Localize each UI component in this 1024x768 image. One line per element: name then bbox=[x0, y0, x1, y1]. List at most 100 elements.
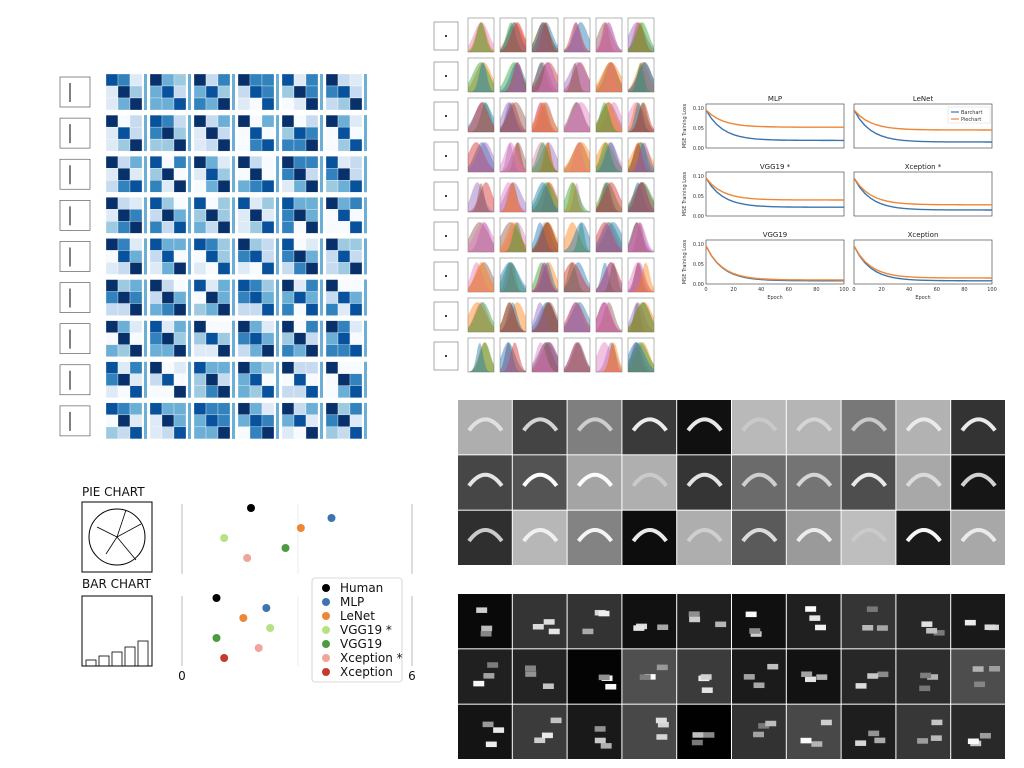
pie-thumbnail-circle bbox=[88, 508, 146, 566]
pie-point-mlp bbox=[327, 514, 336, 522]
feature-map-arc bbox=[467, 417, 504, 432]
heatmap-cell bbox=[337, 332, 351, 345]
histogram-area bbox=[596, 142, 622, 172]
colorbar bbox=[232, 156, 235, 193]
heatmap-cell bbox=[337, 279, 351, 292]
heatmap-cell bbox=[325, 414, 339, 428]
heatmap-cell bbox=[173, 426, 187, 440]
feature-map-tile bbox=[512, 455, 567, 510]
heatmap-cell bbox=[105, 85, 119, 99]
histogram-area bbox=[468, 182, 494, 212]
heatmap-cell bbox=[237, 85, 251, 99]
histogram-area bbox=[564, 63, 590, 92]
heatmap-cell bbox=[173, 373, 187, 386]
pie-thumbnail-wedge bbox=[116, 509, 127, 538]
histogram-area bbox=[532, 102, 558, 132]
histogram-area bbox=[628, 22, 654, 52]
heatmap-cell bbox=[205, 221, 219, 234]
heatmap-cell bbox=[129, 85, 143, 99]
feature-map-arc bbox=[960, 472, 997, 488]
histogram-frame bbox=[627, 17, 655, 53]
heatmap-cell bbox=[217, 114, 231, 128]
feature-map-arc bbox=[960, 417, 997, 432]
heatmap-cell bbox=[305, 320, 319, 333]
histogram-area bbox=[468, 22, 494, 52]
heatmap-cell bbox=[249, 385, 263, 398]
feature-map-blob bbox=[805, 676, 816, 683]
colorbar bbox=[232, 197, 235, 234]
heatmap-cell bbox=[173, 320, 187, 333]
histogram-area bbox=[468, 262, 494, 292]
histogram-frame bbox=[467, 177, 495, 213]
heatmap-cell bbox=[217, 279, 231, 292]
heatmap-cell bbox=[205, 320, 219, 333]
histogram-frame bbox=[531, 257, 559, 293]
heatmap-cell bbox=[249, 414, 263, 428]
histogram-area bbox=[532, 182, 558, 212]
heatmap-cell bbox=[117, 332, 131, 345]
heatmap-cell bbox=[305, 126, 319, 140]
heatmap-cell bbox=[261, 402, 275, 416]
feature-map-arc bbox=[576, 417, 614, 432]
colorbar bbox=[320, 197, 323, 234]
histogram-area bbox=[500, 142, 526, 172]
heatmap-cell bbox=[305, 97, 319, 111]
heatmap-cell bbox=[129, 221, 143, 234]
histogram-area bbox=[628, 342, 654, 372]
heatmap-cell bbox=[173, 385, 187, 398]
histogram-area bbox=[628, 262, 654, 292]
heatmap-cell bbox=[249, 303, 263, 316]
feature-map-tile bbox=[677, 510, 731, 565]
heatmap-cell bbox=[237, 238, 251, 251]
feature-map-blob bbox=[480, 630, 492, 637]
heatmap-cell bbox=[173, 73, 187, 87]
heatmap-cell bbox=[305, 114, 319, 128]
heatmap-cell bbox=[217, 332, 231, 345]
histogram-frame bbox=[499, 137, 527, 173]
heatmap-cell bbox=[161, 238, 175, 251]
feature-map-tile bbox=[786, 455, 841, 510]
feature-map-blob bbox=[967, 738, 979, 745]
heatmap-cell bbox=[117, 138, 131, 152]
heatmap-cell bbox=[337, 262, 351, 275]
colorbar bbox=[364, 238, 367, 275]
histogram-area bbox=[564, 222, 590, 252]
heatmap-cell bbox=[105, 73, 119, 87]
heatmap-cell bbox=[129, 414, 143, 428]
heatmap-cell bbox=[349, 303, 363, 316]
heatmap-cell bbox=[149, 156, 163, 169]
heatmap-cell bbox=[337, 156, 351, 169]
heatmap-cell bbox=[129, 197, 143, 210]
heatmap-cell bbox=[237, 138, 251, 152]
heatmap-cell bbox=[105, 209, 119, 222]
feature-map-tile bbox=[622, 455, 677, 510]
histogram-area bbox=[564, 262, 590, 292]
feature-map-tile bbox=[622, 704, 677, 759]
feature-map-tile bbox=[896, 510, 951, 565]
heatmap-cell bbox=[161, 402, 175, 416]
histogram-area bbox=[564, 62, 590, 92]
histogram-area bbox=[468, 142, 494, 172]
heatmap-cell bbox=[237, 373, 251, 386]
stimulus-thumb bbox=[59, 364, 91, 396]
heatmap-cell bbox=[337, 73, 351, 87]
histogram-area bbox=[596, 182, 622, 212]
heatmap-cell bbox=[237, 126, 251, 140]
feature-map-blob bbox=[855, 683, 867, 689]
heatmap-cell bbox=[193, 168, 207, 181]
heatmap-cell bbox=[193, 221, 207, 234]
feature-map-arc bbox=[686, 417, 723, 432]
feature-map-blob bbox=[473, 680, 485, 687]
heatmap-cell bbox=[217, 262, 231, 275]
histogram-area bbox=[628, 142, 654, 172]
heatmap-cell bbox=[161, 426, 175, 440]
feature-map-blob bbox=[820, 719, 832, 726]
histogram-area bbox=[596, 62, 622, 92]
feature-map-tile bbox=[458, 400, 512, 455]
histogram-area bbox=[564, 302, 590, 332]
heatmap-cell bbox=[149, 250, 163, 263]
feature-map-blob bbox=[972, 666, 984, 672]
histogram-area bbox=[564, 262, 590, 292]
stimulus-thumb bbox=[59, 405, 91, 437]
heatmap-cell bbox=[161, 344, 175, 357]
